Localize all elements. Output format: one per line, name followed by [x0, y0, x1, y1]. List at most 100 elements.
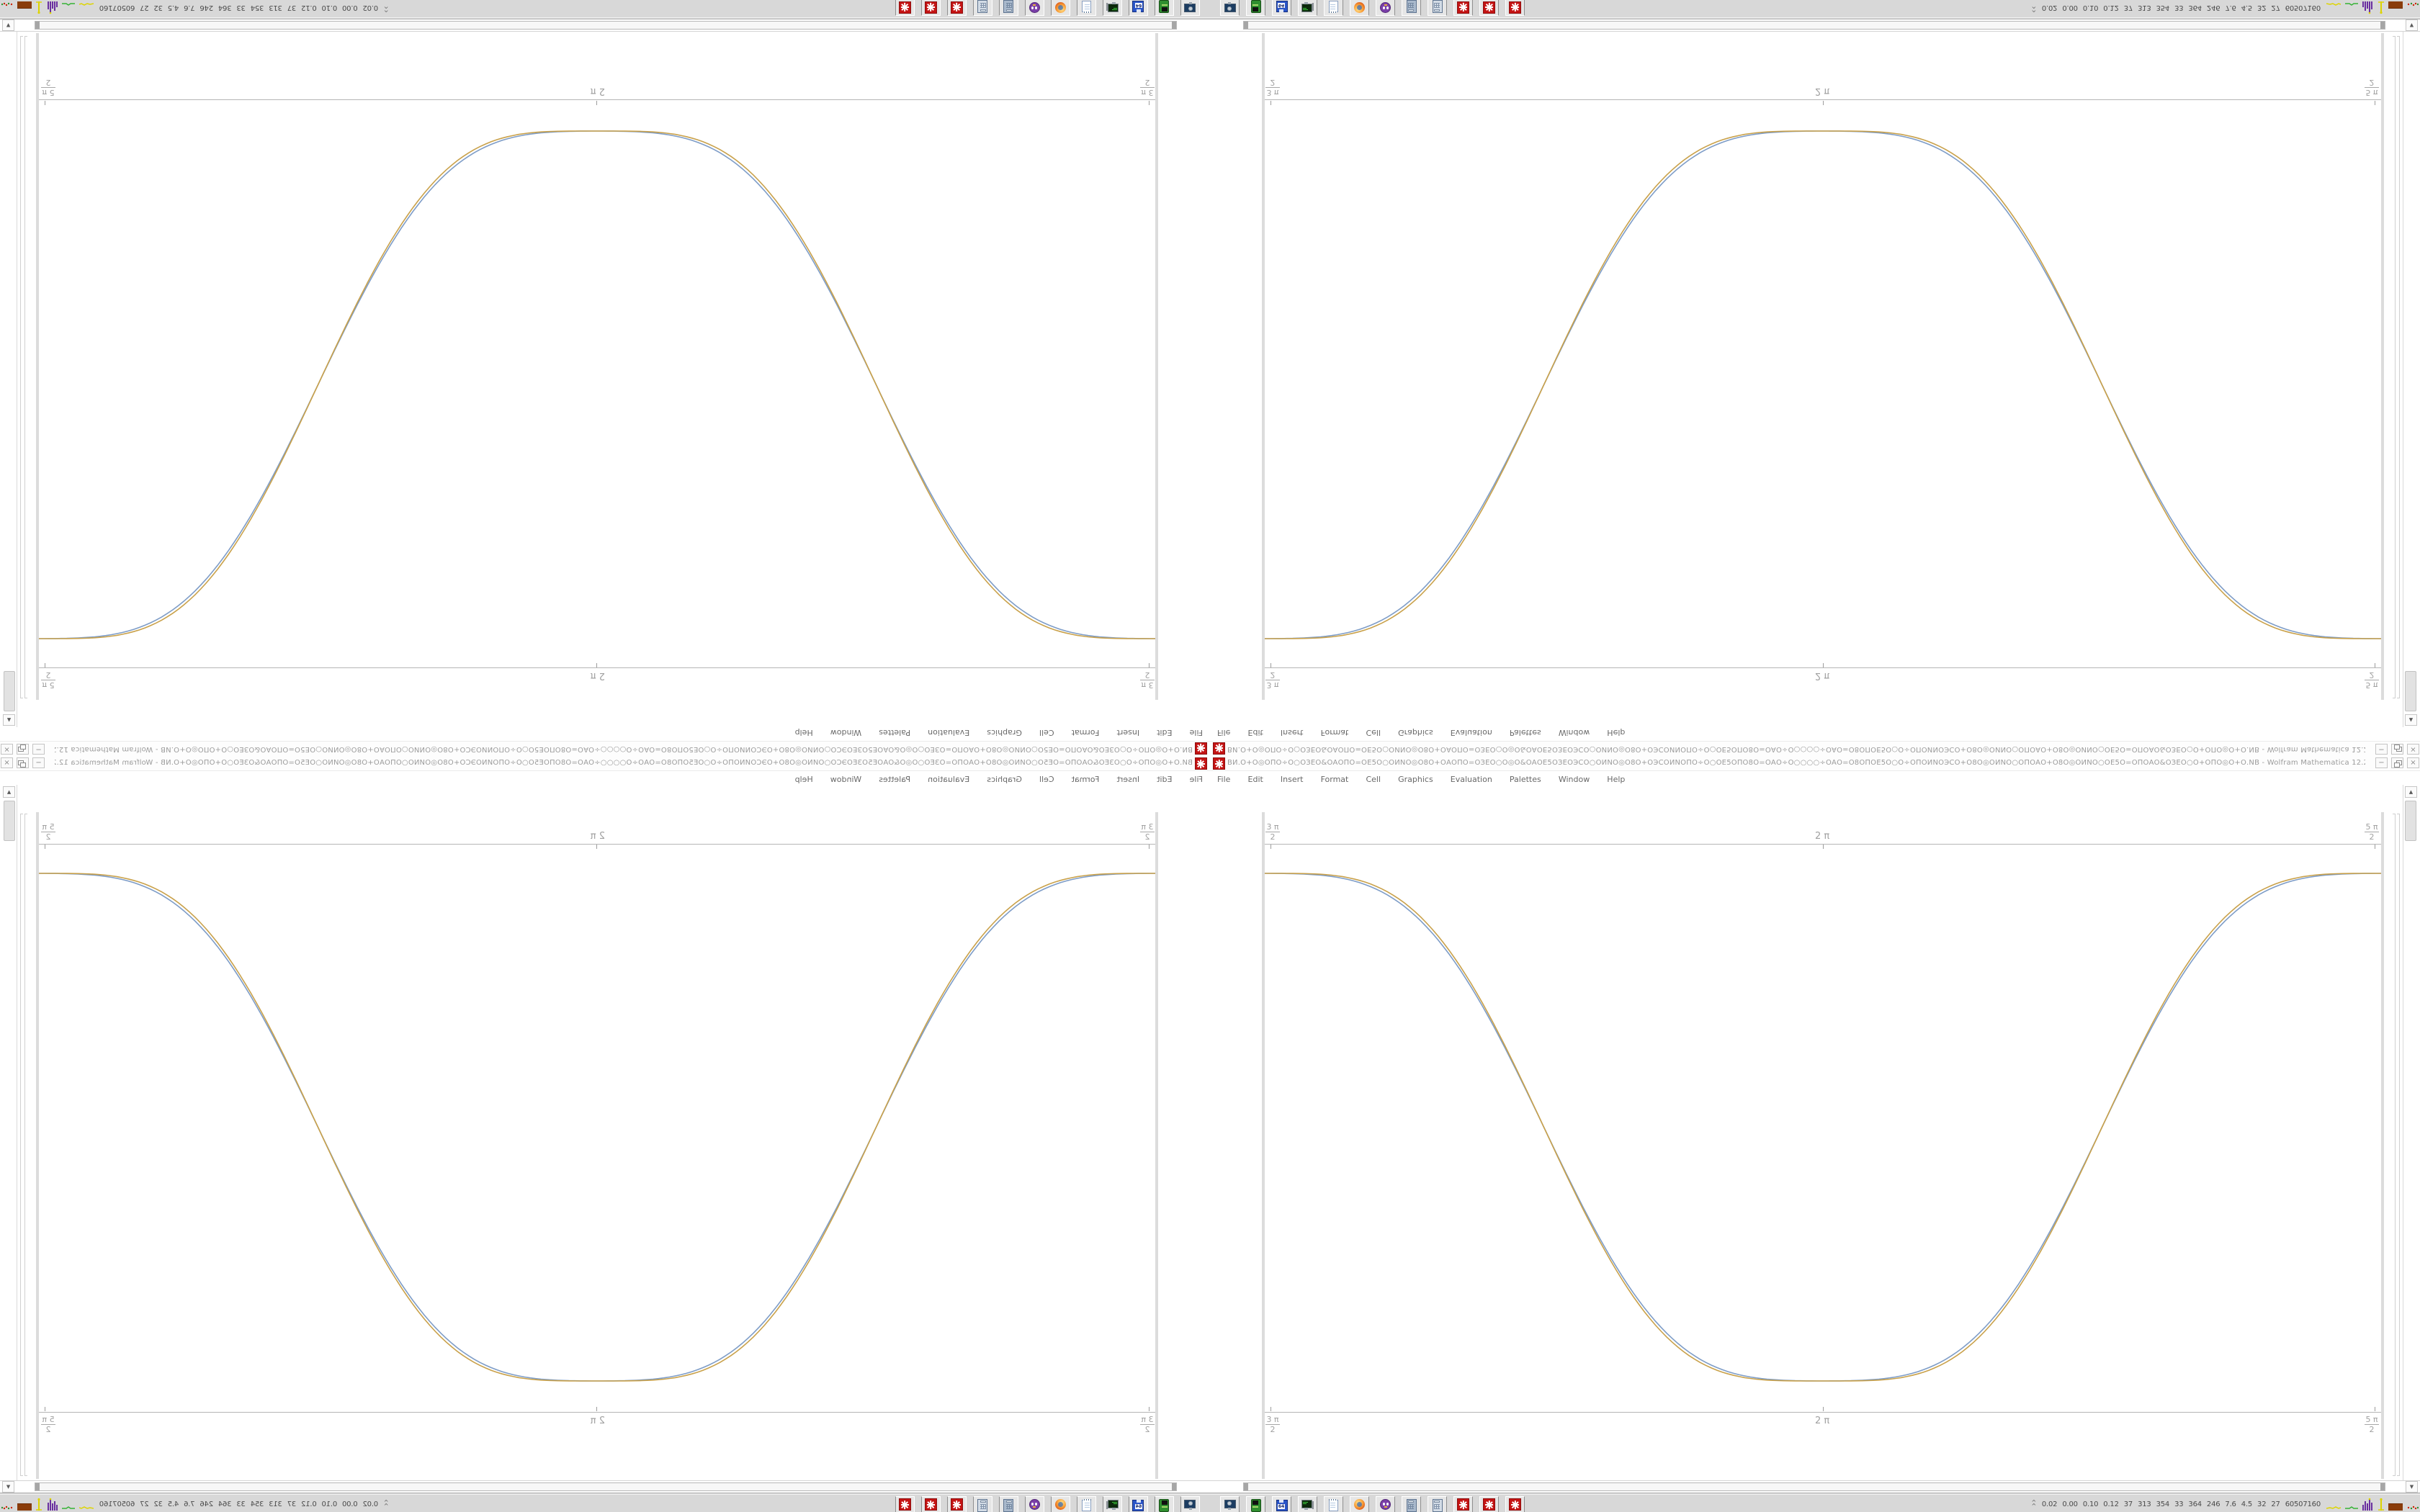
taskbar-button-firefox[interactable] [1051, 1496, 1070, 1512]
taskbar-button-terminal[interactable] [1298, 1496, 1317, 1512]
taskbar-button-calculator[interactable] [999, 1496, 1018, 1512]
taskbar-button-mathematica-1[interactable] [1453, 0, 1473, 16]
taskbar-button-notepad[interactable] [1324, 0, 1343, 16]
taskbar-button-mathematica-2[interactable] [1479, 0, 1499, 16]
taskbar-button-organizer[interactable] [1155, 1496, 1174, 1512]
horizontal-scrollbar-thumb[interactable] [35, 1482, 1177, 1491]
horizontal-scrollbar-thumb[interactable] [1243, 1482, 2385, 1491]
vertical-scrollbar-thumb[interactable] [2405, 801, 2416, 841]
taskbar-button-mathematica-1[interactable] [947, 0, 967, 16]
restore-button[interactable] [2391, 744, 2403, 755]
taskbar-button-system-monitor[interactable] [1220, 0, 1240, 16]
close-button[interactable]: × [2407, 744, 2419, 755]
taskbar-button-organizer[interactable] [1246, 0, 1265, 16]
menu-palettes[interactable]: Palettes [1509, 775, 1541, 784]
taskbar-button-terminal[interactable] [1103, 0, 1122, 16]
menu-edit[interactable]: Edit [1247, 775, 1263, 784]
taskbar-button-mathematica-3[interactable] [1505, 1496, 1525, 1512]
taskbar-button-calculator-2[interactable] [973, 0, 992, 16]
taskbar-button-purple-app[interactable] [1025, 1496, 1044, 1512]
horizontal-scrollbar-thumb[interactable] [1243, 21, 2385, 30]
restore-button[interactable] [2391, 757, 2403, 768]
taskbar-button-mathematica-1[interactable] [947, 1496, 967, 1512]
window-titlebar[interactable]: ВИ.О+О◎ОПО÷О○ОЗЕО&ОАОПО=ОЕ5О○ОИNО◎О8О+ОА… [0, 756, 1210, 771]
horizontal-scrollbar-track[interactable] [1210, 1480, 2420, 1493]
taskbar-button-calculator-2[interactable] [1428, 0, 1447, 16]
taskbar-button-mathematica-2[interactable] [1479, 1496, 1499, 1512]
cell-bracket-outer[interactable] [2393, 36, 2396, 698]
window-titlebar[interactable]: ВИ.О+О◎ОПО÷О○ОЗЕО&ОАОПО=ОЕ5О○ОИNО◎О8О+ОА… [1210, 741, 2420, 756]
scroll-up-button[interactable]: ▲ [2405, 714, 2417, 726]
taskbar-button-calculator[interactable] [1402, 1496, 1421, 1512]
taskbar-button-firefox[interactable] [1350, 0, 1369, 16]
cell-bracket-outer[interactable] [24, 814, 27, 1476]
taskbar-button-floppy64[interactable]: 64 [1272, 0, 1291, 16]
minimize-button[interactable]: − [2375, 744, 2388, 755]
menu-graphics[interactable]: Graphics [1398, 775, 1433, 784]
taskbar-button-floppy64[interactable]: 64 [1129, 1496, 1148, 1512]
taskbar-button-terminal[interactable] [1298, 0, 1317, 16]
taskbar-button-organizer[interactable] [1246, 1496, 1265, 1512]
scroll-down-button[interactable]: ▼ [2, 1481, 14, 1493]
taskbar-button-calculator[interactable] [999, 0, 1018, 16]
tray-expander-icon[interactable]: ^ ^ [383, 3, 389, 13]
cell-bracket-inner[interactable] [2397, 36, 2400, 698]
scroll-up-button[interactable]: ▲ [3, 786, 15, 798]
horizontal-scrollbar-track[interactable] [0, 19, 1210, 32]
restore-button[interactable] [17, 744, 29, 755]
vertical-scrollbar-thumb[interactable] [2405, 671, 2416, 711]
taskbar-button-mathematica-3[interactable] [895, 1496, 915, 1512]
taskbar-button-mathematica-2[interactable] [921, 0, 941, 16]
restore-button[interactable] [17, 757, 29, 768]
scroll-up-button[interactable]: ▲ [2405, 786, 2417, 798]
taskbar-button-notepad[interactable] [1324, 1496, 1343, 1512]
menu-window[interactable]: Window [1558, 775, 1590, 784]
taskbar-button-mathematica-3[interactable] [1505, 0, 1525, 16]
taskbar-button-floppy64[interactable]: 64 [1272, 1496, 1291, 1512]
scroll-down-button[interactable]: ▼ [2406, 19, 2418, 31]
taskbar-button-calculator-2[interactable] [1428, 1496, 1447, 1512]
minimize-button[interactable]: − [32, 757, 45, 768]
minimize-button[interactable]: − [32, 744, 45, 755]
cell-bracket-inner[interactable] [2397, 814, 2400, 1476]
taskbar-button-notepad[interactable] [1077, 0, 1096, 16]
taskbar-button-system-monitor[interactable] [1220, 1496, 1240, 1512]
vertical-scrollbar-thumb[interactable] [4, 801, 15, 841]
taskbar-button-firefox[interactable] [1350, 1496, 1369, 1512]
taskbar-button-calculator-2[interactable] [973, 1496, 992, 1512]
taskbar-button-organizer[interactable] [1155, 0, 1174, 16]
cell-bracket-outer[interactable] [24, 36, 27, 698]
tray-expander-icon[interactable]: ^ ^ [2031, 3, 2037, 13]
scroll-down-button[interactable]: ▼ [2, 19, 14, 31]
cell-bracket-inner[interactable] [20, 814, 23, 1476]
tray-expander-icon[interactable]: ^ ^ [383, 1499, 389, 1509]
taskbar-button-firefox[interactable] [1051, 0, 1070, 16]
taskbar-button-floppy64[interactable]: 64 [1129, 0, 1148, 16]
menu-insert[interactable]: Insert [1280, 775, 1304, 784]
cell-bracket-inner[interactable] [20, 36, 23, 698]
horizontal-scrollbar-thumb[interactable] [35, 21, 1177, 30]
scroll-down-button[interactable]: ▼ [2406, 1481, 2418, 1493]
window-titlebar[interactable]: ВИ.О+О◎ОПО÷О○ОЗЕО&ОАОПО=ОЕ5О○ОИNО◎О8О+ОА… [0, 741, 1210, 756]
taskbar-button-mathematica-2[interactable] [921, 1496, 941, 1512]
menu-evaluation[interactable]: Evaluation [1450, 775, 1492, 784]
menu-file[interactable]: File [1217, 775, 1231, 784]
taskbar-button-calculator[interactable] [1402, 0, 1421, 16]
taskbar-button-purple-app[interactable] [1376, 0, 1395, 16]
horizontal-scrollbar-track[interactable] [0, 1480, 1210, 1493]
close-button[interactable]: × [1, 744, 13, 755]
taskbar-button-mathematica-1[interactable] [1453, 1496, 1473, 1512]
close-button[interactable]: × [2407, 757, 2419, 768]
window-titlebar[interactable]: ВИ.О+О◎ОПО÷О○ОЗЕО&ОАОПО=ОЕ5О○ОИNО◎О8О+ОА… [1210, 756, 2420, 771]
taskbar-button-system-monitor[interactable] [1180, 0, 1200, 16]
horizontal-scrollbar-track[interactable] [1210, 19, 2420, 32]
taskbar-button-terminal[interactable] [1103, 1496, 1122, 1512]
cell-bracket-outer[interactable] [2393, 814, 2396, 1476]
minimize-button[interactable]: − [2375, 757, 2388, 768]
menu-cell[interactable]: Cell [1366, 775, 1381, 784]
taskbar-button-notepad[interactable] [1077, 1496, 1096, 1512]
scroll-up-button[interactable]: ▲ [3, 714, 15, 726]
menu-help[interactable]: Help [1607, 775, 1626, 784]
taskbar-button-system-monitor[interactable] [1180, 1496, 1200, 1512]
close-button[interactable]: × [1, 757, 13, 768]
